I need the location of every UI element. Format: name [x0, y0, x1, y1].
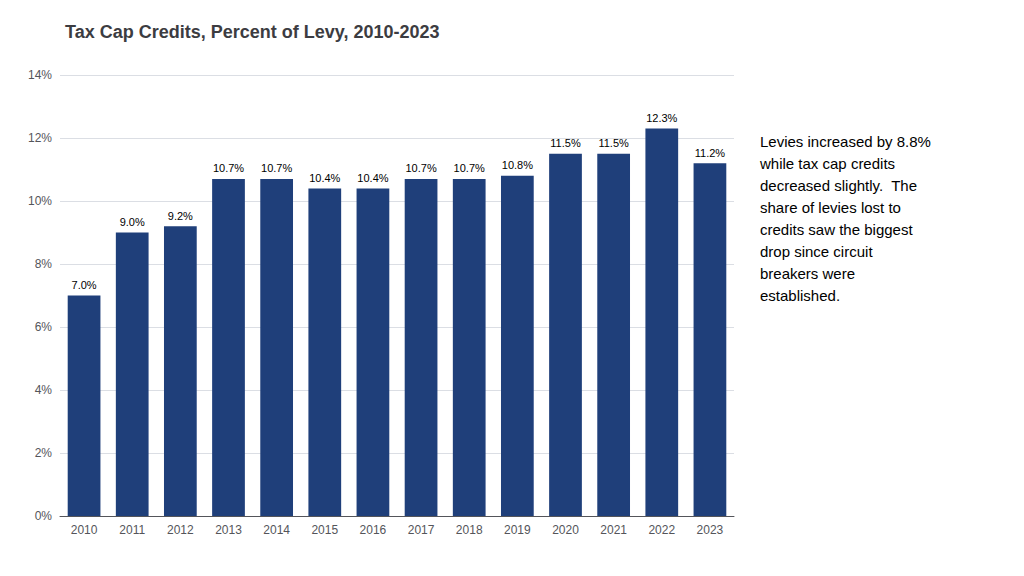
svg-text:2015: 2015	[311, 523, 338, 537]
svg-text:8%: 8%	[35, 257, 53, 271]
svg-text:10.4%: 10.4%	[309, 172, 340, 184]
svg-text:14%: 14%	[28, 68, 52, 82]
svg-text:10.8%: 10.8%	[502, 159, 533, 171]
svg-text:2010: 2010	[71, 523, 98, 537]
svg-text:4%: 4%	[35, 383, 53, 397]
svg-text:9.0%: 9.0%	[120, 216, 145, 228]
svg-text:2019: 2019	[504, 523, 531, 537]
svg-text:Tax Cap Credits, Percent of Le: Tax Cap Credits, Percent of Levy, 2010-2…	[65, 22, 440, 42]
svg-text:10.7%: 10.7%	[405, 162, 436, 174]
svg-text:established.: established.	[760, 287, 840, 304]
svg-text:12%: 12%	[28, 131, 52, 145]
svg-text:10.7%: 10.7%	[213, 162, 244, 174]
svg-text:credits saw the biggest: credits saw the biggest	[760, 221, 913, 238]
svg-text:2022: 2022	[648, 523, 675, 537]
svg-text:2018: 2018	[456, 523, 483, 537]
svg-text:10.7%: 10.7%	[261, 162, 292, 174]
svg-text:share of levies lost to: share of levies lost to	[760, 199, 901, 216]
svg-text:2014: 2014	[263, 523, 290, 537]
svg-text:12.3%: 12.3%	[646, 112, 677, 124]
svg-text:drop since circuit: drop since circuit	[760, 243, 873, 260]
svg-text:decreased slightly. The: decreased slightly. The	[760, 177, 917, 194]
svg-text:2013: 2013	[215, 523, 242, 537]
svg-text:9.2%: 9.2%	[168, 210, 193, 222]
svg-text:11.2%: 11.2%	[695, 147, 726, 159]
svg-text:Levies increased by 8.8%: Levies increased by 8.8%	[760, 133, 931, 150]
svg-text:7.0%: 7.0%	[72, 279, 97, 291]
svg-text:10.7%: 10.7%	[454, 162, 485, 174]
svg-text:2020: 2020	[552, 523, 579, 537]
svg-text:11.5%: 11.5%	[550, 137, 581, 149]
svg-text:2023: 2023	[697, 523, 724, 537]
svg-text:2%: 2%	[35, 446, 53, 460]
svg-text:11.5%: 11.5%	[598, 137, 629, 149]
svg-text:10.4%: 10.4%	[357, 172, 388, 184]
svg-text:6%: 6%	[35, 320, 53, 334]
svg-text:2017: 2017	[408, 523, 435, 537]
svg-text:2012: 2012	[167, 523, 194, 537]
svg-text:10%: 10%	[28, 194, 52, 208]
svg-text:2011: 2011	[119, 523, 145, 537]
svg-text:0%: 0%	[35, 509, 53, 523]
svg-text:2021: 2021	[600, 523, 627, 537]
svg-text:while tax cap credits: while tax cap credits	[759, 155, 895, 172]
svg-text:breakers were: breakers were	[760, 265, 855, 282]
svg-text:2016: 2016	[360, 523, 387, 537]
